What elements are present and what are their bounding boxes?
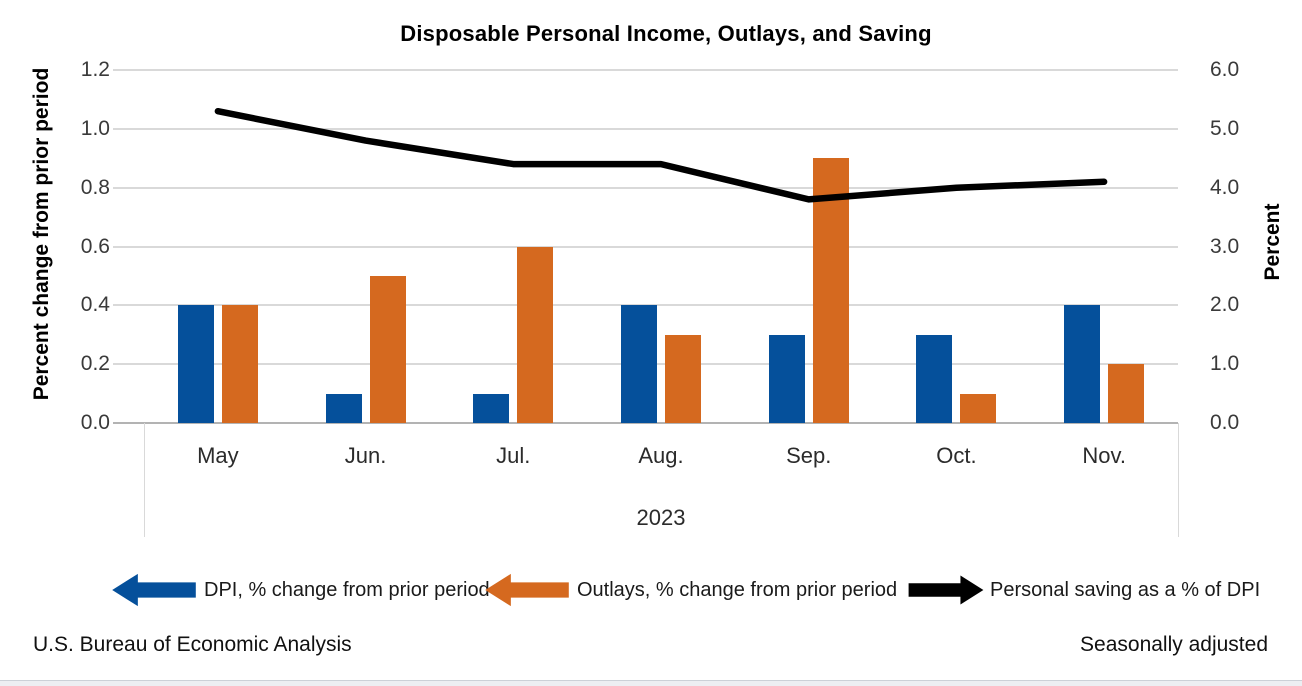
outlays-bar-may (221, 305, 258, 423)
dpi-bar-jun (325, 393, 362, 423)
right-axis-tick-label: 0.0 (1210, 411, 1240, 434)
dpi-bar-nov (1064, 305, 1101, 423)
month-label-may: May (197, 443, 239, 468)
right-axis-tick-label: 3.0 (1210, 234, 1240, 258)
right-axis-tick-label: 6.0 (1210, 58, 1240, 81)
blue-left-arrow-icon (112, 573, 196, 607)
seasonal-adjustment-note: Seasonally adjusted (1080, 633, 1268, 656)
black-right-arrow-icon (908, 575, 984, 605)
legend: DPI, % change from prior period Outlays,… (0, 569, 1302, 611)
gridline (113, 245, 1178, 248)
left-axis-tick-label: 0.8 (80, 175, 110, 199)
right-axis-tick-label: 5.0 (1210, 116, 1240, 140)
month-label-sep: Sep. (786, 443, 832, 468)
gridline (113, 186, 1178, 189)
right-axis-tick-label: 1.0 (1210, 352, 1240, 376)
dpi-bar-oct (916, 334, 953, 423)
legend-item-outlays: Outlays, % change from prior period (483, 569, 897, 611)
legend-label-saving: Personal saving as a % of DPI (990, 578, 1261, 601)
month-label-nov: Nov. (1082, 443, 1126, 468)
bottom-divider (0, 680, 1302, 686)
legend-item-saving: Personal saving as a % of DPI (903, 569, 1260, 611)
dpi-bar-jul (473, 393, 510, 423)
legend-label-outlays: Outlays, % change from prior period (577, 578, 898, 601)
gridline (113, 69, 1178, 71)
left-axis-tick-label: 0.6 (80, 234, 110, 258)
outlays-bar-jul (517, 246, 554, 423)
category-frame-line (1178, 423, 1179, 537)
legend-item-dpi: DPI, % change from prior period (110, 569, 490, 611)
gridline (113, 127, 1178, 130)
outlays-bar-nov (1108, 364, 1145, 423)
chart-title: Disposable Personal Income, Outlays, and… (400, 21, 932, 46)
right-axis-tick-label: 2.0 (1210, 293, 1240, 317)
outlays-bar-sep (812, 158, 849, 423)
outlays-bar-aug (665, 334, 701, 423)
x-axis-baseline (113, 422, 1178, 424)
legend-label-dpi: DPI, % change from prior period (204, 578, 490, 601)
outlays-bar-oct (960, 393, 997, 423)
left-axis-tick-label: 1.0 (80, 116, 110, 140)
left-axis-tick-label: 0.2 (80, 352, 110, 376)
month-label-jul: Jul. (496, 443, 531, 468)
x-axis-year-label: 2023 (636, 505, 686, 530)
left-axis-tick-label: 1.2 (80, 58, 110, 81)
source-attribution: U.S. Bureau of Economic Analysis (33, 633, 352, 656)
outlays-bar-jun (369, 275, 406, 423)
dpi-bar-may (177, 305, 214, 423)
left-axis-tick-label: 0.4 (80, 293, 110, 317)
month-label-jun: Jun. (344, 443, 387, 468)
dpi-bar-sep (768, 334, 805, 423)
month-label-oct: Oct. (936, 443, 977, 468)
orange-left-arrow-icon (485, 573, 569, 607)
dpi-bar-aug (621, 305, 657, 423)
right-axis-tick-label: 4.0 (1210, 175, 1240, 199)
category-frame-line (144, 423, 145, 537)
month-label-aug: Aug. (638, 443, 684, 468)
personal-saving-line (214, 107, 1108, 203)
left-axis-tick-label: 0.0 (80, 411, 110, 434)
